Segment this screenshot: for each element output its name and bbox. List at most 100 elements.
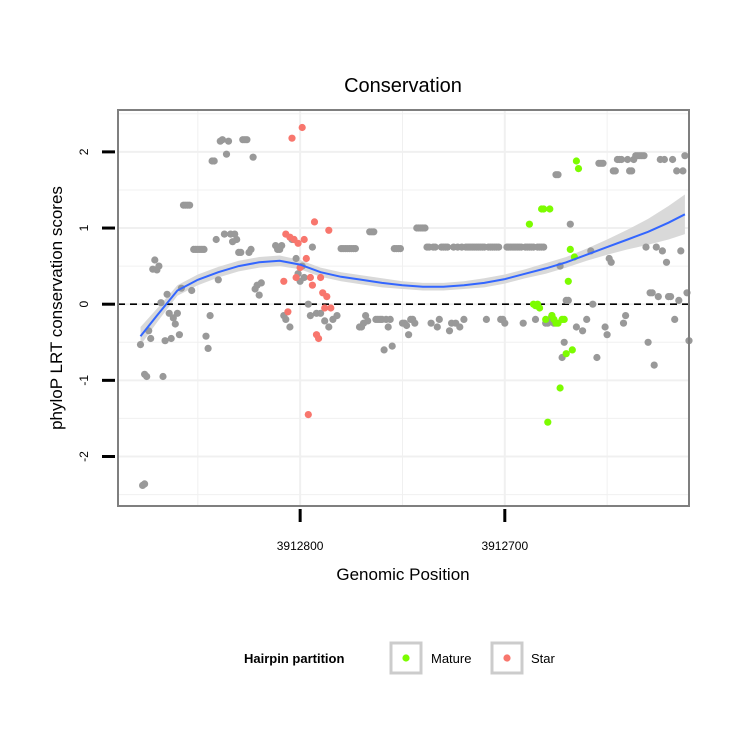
point-star bbox=[323, 293, 331, 301]
point-other bbox=[628, 167, 636, 175]
point-other bbox=[386, 315, 394, 323]
point-mature bbox=[546, 205, 554, 213]
point-other bbox=[650, 361, 658, 369]
point-other bbox=[306, 312, 314, 320]
point-other bbox=[204, 344, 212, 352]
smooth-curve bbox=[139, 213, 686, 337]
point-other bbox=[583, 315, 591, 323]
panel-border bbox=[117, 109, 690, 507]
point-other bbox=[212, 235, 220, 244]
point-mature bbox=[564, 277, 572, 285]
point-other bbox=[540, 243, 548, 251]
point-other bbox=[224, 137, 233, 145]
point-other bbox=[155, 262, 163, 270]
point-other bbox=[460, 315, 468, 323]
point-star bbox=[284, 308, 292, 316]
point-mature bbox=[572, 157, 581, 165]
point-other bbox=[249, 153, 257, 161]
legend-title: Hairpin partition bbox=[244, 651, 344, 666]
point-other bbox=[233, 235, 241, 244]
legend-label-mature: Mature bbox=[431, 651, 471, 666]
point-other bbox=[433, 323, 441, 331]
point-other bbox=[554, 171, 562, 179]
point-other bbox=[662, 258, 671, 266]
point-other bbox=[619, 319, 628, 327]
point-star bbox=[327, 304, 335, 312]
point-other bbox=[231, 230, 239, 238]
point-other bbox=[136, 341, 145, 349]
point-other bbox=[501, 319, 509, 327]
point-other bbox=[257, 279, 265, 287]
point-star bbox=[321, 304, 329, 312]
point-star bbox=[306, 273, 314, 282]
point-other bbox=[165, 309, 173, 317]
point-other bbox=[617, 155, 626, 164]
y-axis-title: phyloP LRT conservation scores bbox=[47, 186, 66, 430]
point-other bbox=[396, 245, 404, 253]
point-star bbox=[300, 235, 308, 244]
x-tick-label: 3912700 bbox=[481, 539, 528, 553]
point-other bbox=[572, 323, 581, 331]
y-tick-label: 2 bbox=[77, 148, 91, 155]
point-other bbox=[403, 321, 411, 330]
point-other bbox=[560, 338, 568, 346]
point-star bbox=[280, 277, 288, 285]
point-other bbox=[681, 152, 689, 160]
point-other bbox=[669, 155, 677, 164]
point-other bbox=[658, 247, 667, 255]
point-other bbox=[333, 312, 341, 320]
point-other bbox=[579, 327, 587, 335]
point-other bbox=[531, 315, 540, 323]
point-other bbox=[218, 136, 226, 144]
point-star bbox=[298, 123, 306, 132]
point-other bbox=[456, 323, 464, 331]
point-other bbox=[300, 273, 308, 282]
point-other bbox=[173, 309, 181, 317]
point-other bbox=[304, 300, 312, 308]
point-other bbox=[237, 248, 245, 256]
point-other bbox=[143, 372, 151, 381]
point-other bbox=[206, 312, 214, 320]
point-other bbox=[427, 319, 435, 327]
axis-ticks: -2 -1 0 1 2 3912800 3912700 bbox=[77, 148, 528, 553]
point-other bbox=[370, 228, 378, 236]
point-other bbox=[169, 314, 177, 322]
point-other bbox=[660, 155, 669, 164]
point-other bbox=[157, 299, 165, 307]
point-mature bbox=[525, 220, 534, 228]
point-other bbox=[388, 342, 396, 350]
point-mature bbox=[540, 205, 548, 213]
smooth-line bbox=[139, 213, 686, 337]
point-other bbox=[141, 480, 149, 488]
point-other bbox=[603, 331, 611, 339]
point-other bbox=[482, 315, 490, 323]
point-other bbox=[667, 293, 675, 301]
point-mature bbox=[560, 315, 568, 323]
point-mature bbox=[574, 165, 583, 173]
point-other bbox=[364, 317, 372, 325]
point-other bbox=[167, 334, 175, 343]
point-other bbox=[351, 245, 359, 253]
point-other bbox=[566, 220, 574, 228]
point-mature bbox=[568, 346, 576, 354]
grid-lines bbox=[118, 110, 689, 506]
point-other bbox=[186, 201, 194, 209]
point-other bbox=[292, 254, 300, 263]
point-other bbox=[421, 224, 429, 232]
legend-dot-mature bbox=[402, 654, 410, 662]
legend: Hairpin partition Mature Star bbox=[244, 641, 556, 675]
point-other bbox=[675, 296, 683, 304]
point-other bbox=[255, 291, 263, 299]
point-other bbox=[679, 167, 687, 175]
point-other bbox=[519, 319, 527, 327]
point-mature bbox=[566, 245, 574, 253]
legend-entry-mature: Mature bbox=[389, 641, 471, 675]
point-star bbox=[315, 334, 323, 343]
chart-title: Conservation bbox=[344, 75, 462, 97]
y-tick-label: -1 bbox=[77, 375, 91, 386]
point-other bbox=[163, 290, 171, 298]
point-other bbox=[151, 256, 159, 264]
point-other bbox=[607, 258, 615, 266]
